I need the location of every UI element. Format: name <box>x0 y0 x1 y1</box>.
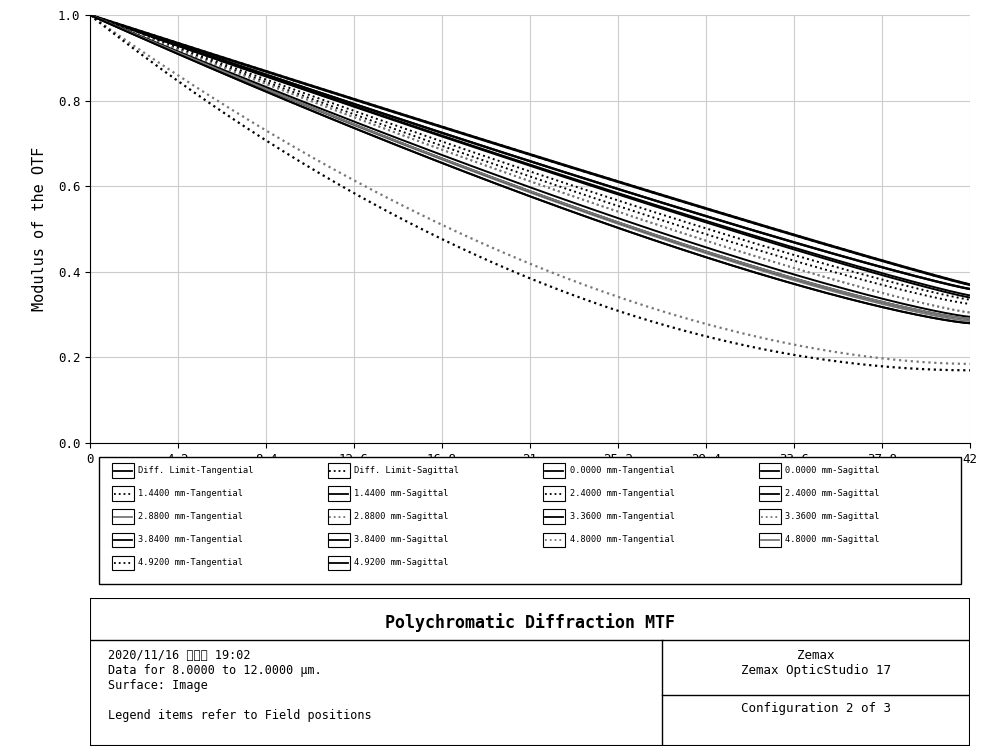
Text: Zemax
Zemax OpticStudio 17: Zemax Zemax OpticStudio 17 <box>741 648 891 676</box>
Text: 2.8800 mm-Tangential: 2.8800 mm-Tangential <box>138 512 243 521</box>
Text: Configuration 2 of 3: Configuration 2 of 3 <box>741 702 891 715</box>
Text: 1.4400 mm-Sagittal: 1.4400 mm-Sagittal <box>354 489 449 498</box>
Y-axis label: Modulus of the OTF: Modulus of the OTF <box>32 147 47 311</box>
Bar <box>328 532 350 547</box>
Text: 3.3600 mm-Tangential: 3.3600 mm-Tangential <box>570 512 675 521</box>
Bar <box>328 510 350 524</box>
Text: Polychromatic Diffraction MTF: Polychromatic Diffraction MTF <box>385 613 675 632</box>
Text: 2020/11/16 星期一 19:02
Data for 8.0000 to 12.0000 μm.
Surface: Image

Legend items: 2020/11/16 星期一 19:02 Data for 8.0000 to … <box>108 648 371 722</box>
Bar <box>543 532 565 547</box>
Bar <box>543 510 565 524</box>
Bar <box>112 464 134 478</box>
Bar <box>543 486 565 501</box>
Text: 4.8000 mm-Tangential: 4.8000 mm-Tangential <box>570 535 675 544</box>
Bar <box>759 510 781 524</box>
Text: 0.0000 mm-Tangential: 0.0000 mm-Tangential <box>570 466 675 475</box>
Bar <box>112 510 134 524</box>
Text: 3.8400 mm-Tangential: 3.8400 mm-Tangential <box>138 535 243 544</box>
Bar <box>112 532 134 547</box>
Bar <box>328 556 350 570</box>
Bar <box>112 556 134 570</box>
Text: Diff. Limit-Sagittal: Diff. Limit-Sagittal <box>354 466 459 475</box>
Bar <box>759 486 781 501</box>
Bar <box>328 464 350 478</box>
Text: 2.4000 mm-Tangential: 2.4000 mm-Tangential <box>570 489 675 498</box>
Text: 4.8000 mm-Sagittal: 4.8000 mm-Sagittal <box>785 535 880 544</box>
Text: 2.8800 mm-Sagittal: 2.8800 mm-Sagittal <box>354 512 449 521</box>
Text: 3.8400 mm-Sagittal: 3.8400 mm-Sagittal <box>354 535 449 544</box>
Bar <box>328 486 350 501</box>
Bar <box>543 464 565 478</box>
Bar <box>759 464 781 478</box>
Text: 2.4000 mm-Sagittal: 2.4000 mm-Sagittal <box>785 489 880 498</box>
Bar <box>112 486 134 501</box>
Text: 1.4400 mm-Tangential: 1.4400 mm-Tangential <box>138 489 243 498</box>
Text: 4.9200 mm-Sagittal: 4.9200 mm-Sagittal <box>354 558 449 567</box>
Text: 0.0000 mm-Sagittal: 0.0000 mm-Sagittal <box>785 466 880 475</box>
Text: 3.3600 mm-Sagittal: 3.3600 mm-Sagittal <box>785 512 880 521</box>
X-axis label: Spatial Frequency in cycles per mm: Spatial Frequency in cycles per mm <box>375 477 685 492</box>
Text: 4.9200 mm-Tangential: 4.9200 mm-Tangential <box>138 558 243 567</box>
Bar <box>759 532 781 547</box>
Text: Diff. Limit-Tangential: Diff. Limit-Tangential <box>138 466 254 475</box>
